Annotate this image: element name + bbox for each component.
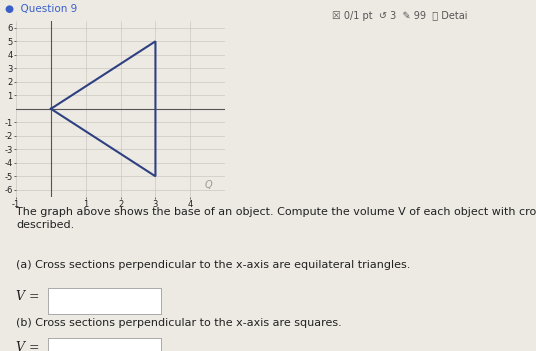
- Text: V =: V =: [16, 290, 40, 303]
- Text: ☒ 0/1 pt  ↺ 3  ✎ 99  ⓘ Detai: ☒ 0/1 pt ↺ 3 ✎ 99 ⓘ Detai: [332, 11, 468, 20]
- Text: (a) Cross sections perpendicular to the x-axis are equilateral triangles.: (a) Cross sections perpendicular to the …: [16, 260, 411, 270]
- Text: Q: Q: [205, 180, 212, 190]
- Text: V =: V =: [16, 341, 40, 351]
- Text: The graph above shows the base of an object. Compute the volume V of each object: The graph above shows the base of an obj…: [16, 207, 536, 230]
- Text: ●  Question 9: ● Question 9: [5, 4, 78, 13]
- Text: (b) Cross sections perpendicular to the x-axis are squares.: (b) Cross sections perpendicular to the …: [16, 318, 342, 327]
